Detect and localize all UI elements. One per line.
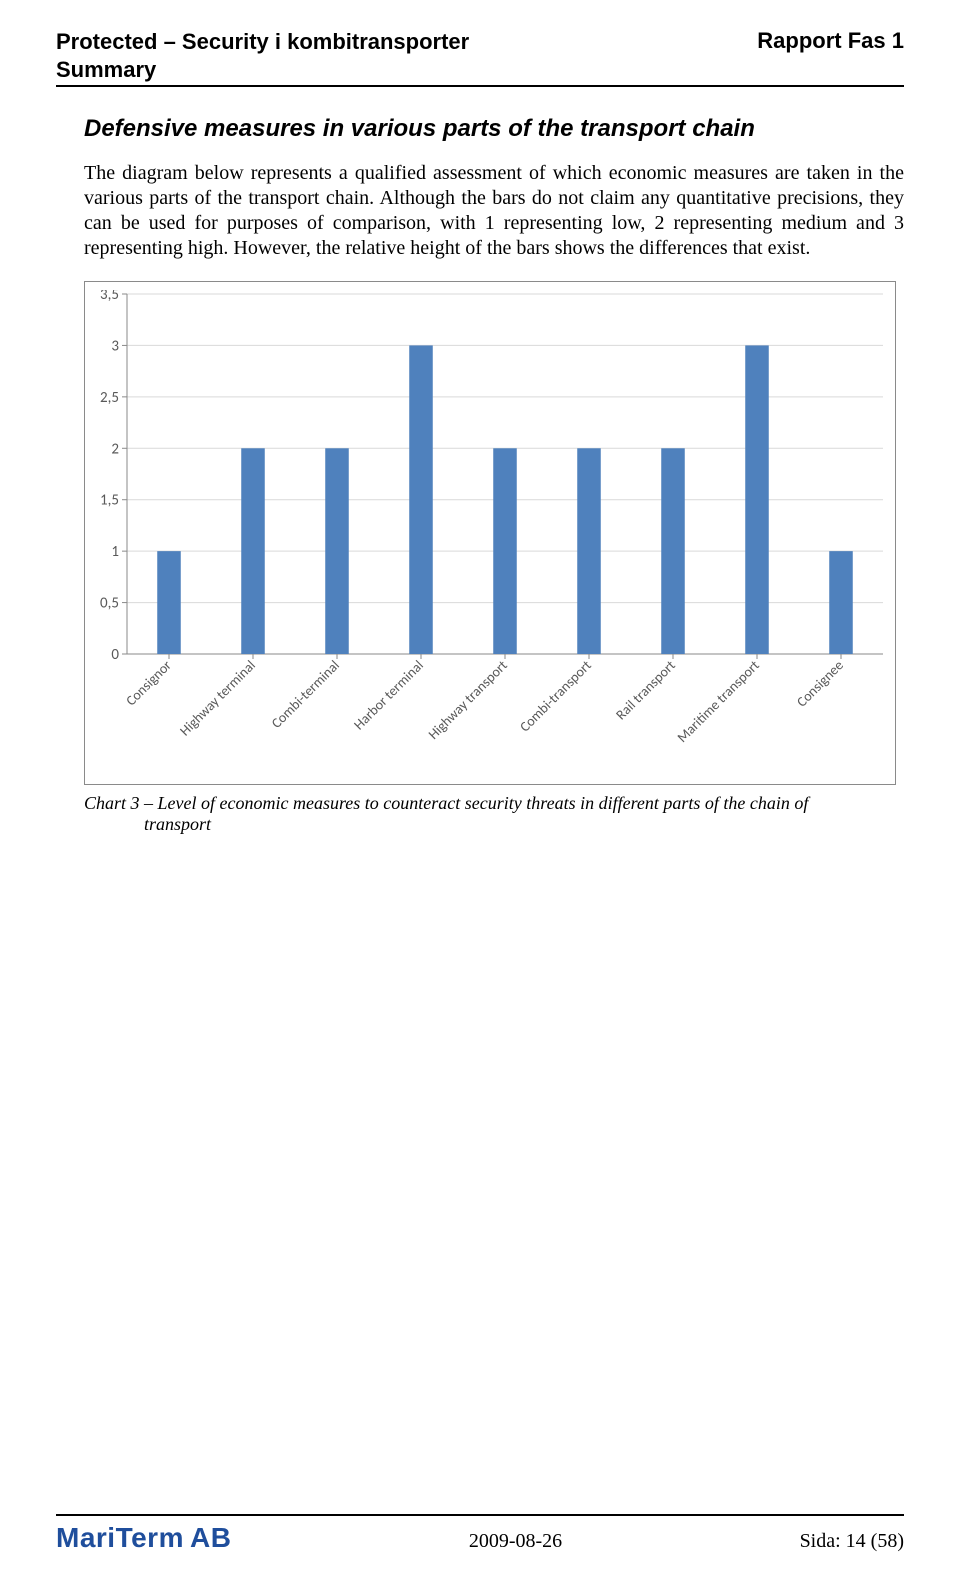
x-category-label: Consignor xyxy=(122,657,174,709)
bar xyxy=(577,448,601,654)
x-category-label: Highway terminal xyxy=(176,657,258,739)
footer-page: Sida: 14 (58) xyxy=(800,1530,904,1553)
bar xyxy=(493,448,517,654)
logo-suffix: AB xyxy=(190,1522,231,1553)
y-tick-label: 2 xyxy=(111,440,119,458)
bar xyxy=(325,448,349,654)
bar xyxy=(745,345,769,654)
page-header: Protected – Security i kombitransporter … xyxy=(56,28,904,87)
y-tick-label: 3 xyxy=(111,337,119,355)
logo-main: MariTerm xyxy=(56,1522,184,1553)
caption-line1: Level of economic measures to counteract… xyxy=(158,793,809,813)
footer-date: 2009-08-26 xyxy=(469,1530,562,1553)
footer-logo: MariTermAB xyxy=(56,1522,231,1554)
x-category-label: Harbor terminal xyxy=(350,657,426,733)
page-footer: MariTermAB 2009-08-26 Sida: 14 (58) xyxy=(56,1514,904,1554)
x-category-label: Combi-transport xyxy=(516,657,595,736)
x-category-label: Combi-terminal xyxy=(268,657,343,732)
y-tick-label: 0,5 xyxy=(100,595,119,613)
y-tick-label: 1 xyxy=(111,543,119,561)
bar xyxy=(241,448,265,654)
x-category-label: Consignee xyxy=(793,657,847,711)
bar xyxy=(661,448,685,654)
bar xyxy=(829,551,853,654)
caption-prefix: Chart 3 – xyxy=(84,793,158,813)
bar xyxy=(409,345,433,654)
y-tick-label: 1,5 xyxy=(100,492,119,510)
body-paragraph: The diagram below represents a qualified… xyxy=(84,161,904,261)
bar xyxy=(157,551,181,654)
header-title-line1: Protected – Security i kombitransporter xyxy=(56,29,469,54)
y-tick-label: 2,5 xyxy=(100,389,119,407)
chart-caption: Chart 3 – Level of economic measures to … xyxy=(84,793,896,835)
x-category-label: Highway transport xyxy=(425,657,511,743)
header-report: Rapport Fas 1 xyxy=(757,28,904,54)
header-title-line2: Summary xyxy=(56,57,156,82)
x-category-label: Rail transport xyxy=(612,657,679,724)
y-tick-label: 3,5 xyxy=(100,290,119,304)
header-title: Protected – Security i kombitransporter … xyxy=(56,28,469,83)
y-tick-label: 0 xyxy=(111,646,119,664)
x-category-label: Maritime transport xyxy=(674,657,763,746)
bar-chart: 0 0,5 1 1,5 2 2,5 3 3,5 ConsignorHighway termina… xyxy=(93,290,887,780)
section-title: Defensive measures in various parts of t… xyxy=(84,115,904,143)
caption-line2: transport xyxy=(84,814,896,835)
chart-frame: 0 0,5 1 1,5 2 2,5 3 3,5 ConsignorHighway termina… xyxy=(84,281,896,785)
